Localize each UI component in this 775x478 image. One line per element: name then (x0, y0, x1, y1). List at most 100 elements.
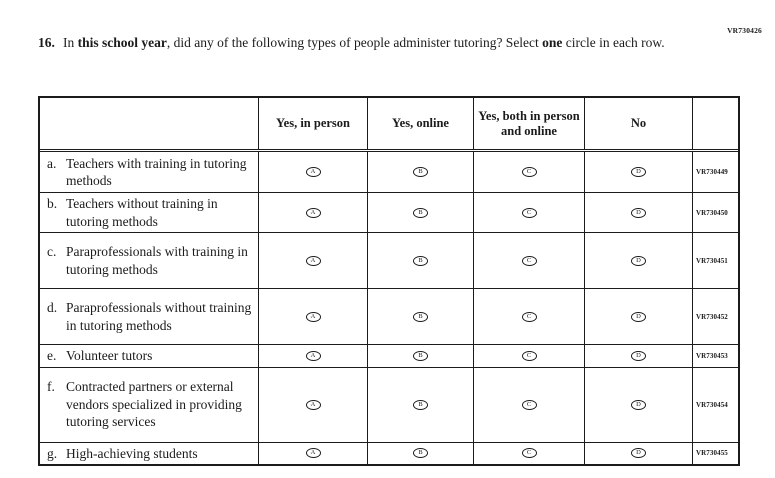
row-letter: e. (47, 348, 57, 363)
answer-bubble-a[interactable]: A (305, 207, 321, 218)
table-row-f: f. Contracted partners or external vendor… (40, 366, 738, 442)
row-code: VR730453 (696, 351, 728, 360)
row-code: VR730450 (696, 208, 728, 217)
answer-cell-no: D (585, 345, 693, 367)
row-label-cell: c. Paraprofessionals with training in tut… (40, 233, 259, 288)
question-seg2-bold: this school year (77, 35, 167, 50)
row-label: Paraprofessionals without training in tu… (66, 300, 252, 333)
answer-cell-yes-both: C (474, 152, 585, 192)
answer-cell-yes-in-person: A (259, 345, 368, 367)
answer-cell-yes-in-person: A (259, 233, 368, 288)
answer-cell-yes-online: B (368, 442, 474, 464)
question-seg3: , did any of the following types of peop… (166, 35, 543, 50)
row-label-cell: d. Paraprofessionals without training in … (40, 289, 259, 344)
answer-cell-yes-in-person: A (259, 289, 368, 344)
row-label-cell: f. Contracted partners or external vendor… (40, 367, 259, 442)
answer-bubble-b[interactable]: B (413, 311, 428, 322)
row-label: High-achieving students (66, 445, 198, 461)
table-row-c: c. Paraprofessionals with training in tut… (40, 232, 738, 288)
table-row-a: a. Teachers with training in tutoring met… (40, 152, 738, 192)
answer-cell-yes-both: C (474, 345, 585, 367)
row-letter: d. (47, 300, 58, 315)
row-label: Teachers with training in tutoring metho… (66, 155, 247, 189)
response-matrix-table: Yes, in person Yes, online Yes, both in … (38, 96, 740, 466)
answer-bubble-c[interactable]: C (521, 255, 537, 266)
answer-bubble-b[interactable]: B (413, 399, 428, 410)
question-seg5: circle in each row. (562, 35, 665, 50)
row-label-cell: e. Volunteer tutors (40, 345, 259, 367)
answer-bubble-a[interactable]: A (305, 311, 321, 322)
header-yes-in-person: Yes, in person (259, 98, 368, 149)
row-letter: g. (47, 445, 58, 461)
answer-cell-yes-in-person: A (259, 442, 368, 464)
answer-bubble-c[interactable]: C (521, 167, 537, 177)
answer-bubble-c[interactable]: C (521, 399, 537, 410)
answer-cell-yes-in-person: A (259, 152, 368, 192)
answer-bubble-c[interactable]: C (521, 350, 537, 361)
answer-bubble-b[interactable]: B (413, 207, 428, 218)
row-letter: f. (47, 379, 55, 395)
answer-bubble-d[interactable]: D (631, 399, 646, 410)
table-row-e: e. Volunteer tutors A B C D VR730453 (40, 344, 738, 367)
answer-bubble-a[interactable]: A (305, 448, 321, 459)
answer-bubble-d[interactable]: D (631, 448, 646, 459)
question-seg1: In (63, 35, 78, 50)
answer-bubble-c[interactable]: C (521, 207, 537, 218)
answer-cell-yes-in-person: A (259, 193, 368, 232)
answer-cell-no: D (585, 152, 693, 192)
answer-cell-yes-online: B (368, 233, 474, 288)
row-letter: b. (47, 196, 58, 211)
table-header-row: Yes, in person Yes, online Yes, both in … (40, 98, 738, 152)
answer-cell-yes-online: B (368, 193, 474, 232)
answer-cell-yes-in-person: A (259, 367, 368, 442)
row-label-cell: a. Teachers with training in tutoring met… (40, 152, 259, 192)
answer-bubble-d[interactable]: D (631, 207, 646, 218)
row-label-cell: g. High-achieving students (40, 442, 259, 464)
answer-cell-yes-both: C (474, 193, 585, 232)
answer-bubble-a[interactable]: A (305, 255, 321, 266)
row-label: Contracted partners or external vendors … (66, 379, 242, 430)
page-code: VR730426 (727, 26, 762, 35)
answer-cell-no: D (585, 233, 693, 288)
answer-cell-yes-both: C (474, 442, 585, 464)
answer-bubble-b[interactable]: B (413, 448, 428, 459)
answer-bubble-d[interactable]: D (631, 167, 646, 177)
table-row-d: d. Paraprofessionals without training in … (40, 288, 738, 344)
answer-bubble-a[interactable]: A (305, 399, 321, 410)
answer-cell-yes-online: B (368, 345, 474, 367)
row-label: Paraprofessionals with training in tutor… (66, 244, 248, 277)
row-code: VR730455 (696, 449, 728, 458)
question-number: 16. (38, 35, 55, 50)
header-yes-both: Yes, both in person and online (474, 98, 585, 149)
row-letter: a. (47, 155, 57, 171)
answer-bubble-b[interactable]: B (413, 167, 428, 177)
answer-cell-no: D (585, 193, 693, 232)
header-yes-online: Yes, online (368, 98, 474, 149)
answer-bubble-a[interactable]: A (305, 350, 321, 361)
answer-bubble-c[interactable]: C (521, 448, 537, 459)
row-label: Teachers without training in tutoring me… (66, 196, 218, 229)
answer-cell-yes-both: C (474, 367, 585, 442)
header-code-cell (693, 98, 738, 149)
answer-cell-no: D (585, 367, 693, 442)
table-row-g: g. High-achieving students A B C D VR7304… (40, 441, 738, 464)
answer-bubble-c[interactable]: C (521, 311, 537, 322)
answer-bubble-d[interactable]: D (631, 311, 646, 322)
question-block: 16. In this school year, did any of the … (38, 34, 666, 53)
answer-cell-no: D (585, 442, 693, 464)
answer-cell-no: D (585, 289, 693, 344)
answer-cell-yes-online: B (368, 367, 474, 442)
answer-cell-yes-online: B (368, 289, 474, 344)
question-text: In this school year, did any of the foll… (63, 34, 666, 53)
answer-bubble-a[interactable]: A (305, 167, 321, 177)
row-code: VR730452 (696, 312, 728, 321)
row-label-cell: b. Teachers without training in tutoring … (40, 193, 259, 232)
header-empty-cell (40, 98, 259, 149)
answer-cell-yes-both: C (474, 289, 585, 344)
row-letter: c. (47, 244, 57, 259)
answer-bubble-d[interactable]: D (631, 350, 646, 361)
question-seg4-bold: one (542, 35, 563, 50)
answer-bubble-b[interactable]: B (413, 350, 428, 361)
answer-bubble-b[interactable]: B (413, 255, 428, 266)
answer-bubble-d[interactable]: D (631, 255, 646, 266)
